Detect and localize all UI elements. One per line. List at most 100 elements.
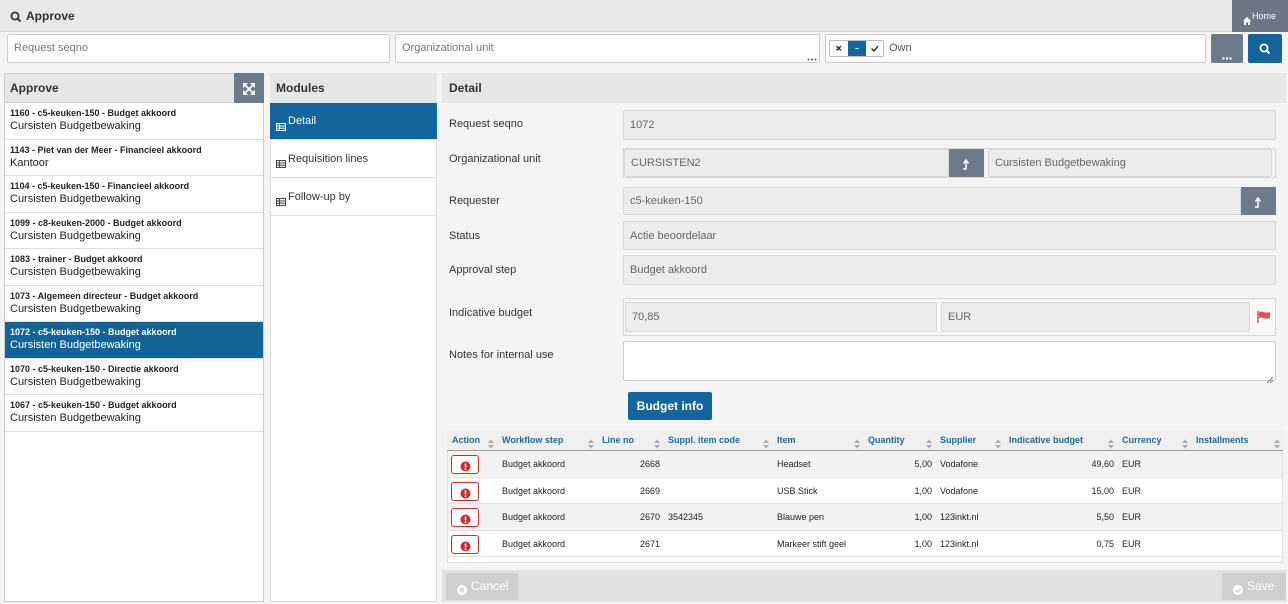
header-bar — [0, 0, 1288, 32]
module-label: Detail — [288, 115, 317, 127]
lookup-dots-svg — [807, 58, 817, 61]
more-button[interactable] — [1211, 34, 1243, 63]
column-header: Line no — [602, 435, 634, 445]
requester-field: c5-keuken-150 — [623, 187, 1241, 215]
cell: Budget akkoord — [502, 485, 566, 496]
warning-icon-svg — [460, 488, 471, 498]
item-title: 1104 - c5-keuken-150 - Financieel akkoor… — [10, 181, 190, 191]
notes-textarea[interactable] — [623, 341, 1276, 381]
module-label: Requisition lines — [288, 153, 369, 165]
modules-panel — [270, 73, 437, 602]
budget-info-button[interactable]: Budget info — [628, 392, 712, 420]
cancel-button[interactable]: Cancel — [446, 573, 518, 600]
column-header: Supplier — [940, 435, 977, 445]
sort-icon — [994, 436, 1002, 449]
expand-button[interactable] — [234, 73, 264, 103]
organizational-unit-input[interactable]: Organizational unit — [395, 34, 820, 63]
module-icon-svg — [276, 122, 286, 131]
own-filter: Own — [825, 34, 1206, 63]
save-button[interactable]: Save — [1222, 573, 1286, 600]
module-label: Follow-up by — [288, 191, 351, 203]
item-subtitle: Cursisten Budgetbewaking — [10, 266, 141, 278]
sort-icon — [1181, 436, 1189, 449]
sort-icon — [1107, 436, 1115, 449]
cell: 123inkt.nl — [940, 512, 979, 522]
field-label: Status — [449, 230, 481, 242]
cell: 1,00 — [914, 485, 932, 496]
module-icon-svg — [276, 160, 286, 168]
item-title: 1143 - Piet van der Meer - Financieel ak… — [10, 144, 202, 155]
approve-list-item[interactable]: 1072 - c5-keuken-150 - Budget akkoord Cur… — [5, 322, 263, 359]
lookup-icon — [1254, 195, 1262, 208]
toggle-any — [848, 41, 866, 56]
status-field: Actie beoordelaar — [623, 221, 1276, 250]
cancel-icon — [457, 582, 467, 595]
approve-list-item[interactable]: 1160 - c5-keuken-150 - Budget akkoord Cur… — [5, 103, 263, 140]
action-button[interactable] — [451, 534, 479, 554]
resize-grip — [1266, 371, 1274, 384]
action-button[interactable] — [451, 455, 479, 474]
toggle-group[interactable] — [829, 40, 884, 57]
approve-list-item[interactable]: 1143 - Piet van der Meer - Financieel ak… — [5, 139, 263, 176]
module-icon — [276, 155, 286, 168]
item-subtitle: Cursisten Budgetbewaking — [10, 120, 141, 132]
cell: 15,00 — [1091, 485, 1114, 496]
action-button[interactable] — [451, 481, 479, 501]
action-button[interactable] — [451, 508, 479, 527]
sort-icon — [1273, 436, 1281, 449]
request-seqno-input[interactable]: Request seqno — [7, 34, 390, 63]
approve-list-item[interactable]: 1099 - c8-keuken-2000 - Budget akkoord Cu… — [5, 212, 263, 249]
modules-panel-header — [270, 73, 437, 103]
approve-list-item[interactable]: 1073 - Algemeen directeur - Budget akkoo… — [5, 285, 263, 322]
sort-icon — [487, 436, 495, 449]
column-header: Installments — [1196, 435, 1249, 445]
page-title: Approve — [26, 9, 75, 23]
toggle-yes-svg — [870, 45, 879, 53]
toggle-yes — [866, 41, 884, 56]
approve-panel-title: Approve — [10, 81, 59, 95]
toggle-no — [830, 41, 848, 56]
item-subtitle: Cursisten Budgetbewaking — [10, 339, 141, 351]
cell: Vodafone — [940, 459, 979, 469]
approve-list-item[interactable]: 1067 - c5-keuken-150 - Budget akkoord Cur… — [5, 395, 263, 432]
sort-icon-svg — [854, 439, 860, 449]
save-icon-svg — [1233, 585, 1243, 595]
sort-icon-svg — [588, 439, 594, 449]
module-item[interactable]: Requisition lines — [270, 140, 437, 178]
placeholder: Organizational unit — [402, 42, 494, 54]
home-button[interactable]: Home — [1232, 0, 1288, 32]
home-icon-svg — [1243, 17, 1251, 25]
table-row — [448, 504, 1282, 531]
own-label: Own — [889, 42, 912, 54]
org-unit-lookup[interactable] — [949, 149, 984, 177]
column-header: Quantity — [868, 435, 905, 445]
cell: 0,75 — [1096, 538, 1114, 549]
search-icon — [10, 10, 22, 23]
item-subtitle: Cursisten Budgetbewaking — [10, 229, 141, 242]
approve-list-item[interactable]: 1083 - trainer - Budget akkoord Cursisten… — [5, 249, 263, 286]
org-unit-group — [623, 148, 1276, 178]
cell: EUR — [1122, 485, 1142, 496]
cell: 49,60 — [1091, 459, 1114, 469]
modules-title: Modules — [276, 81, 325, 95]
sort-icon — [925, 436, 933, 449]
search-button[interactable] — [1248, 34, 1282, 63]
more-icon — [1222, 47, 1232, 60]
sort-icon — [762, 436, 770, 449]
cell: Blauwe pen — [777, 512, 825, 522]
module-item[interactable]: Detail — [270, 103, 437, 140]
module-item[interactable]: Follow-up by — [270, 178, 437, 216]
sort-icon — [853, 436, 861, 449]
field-label: Notes for internal use — [449, 349, 554, 361]
approve-list-item[interactable]: 1104 - c5-keuken-150 - Financieel akkoor… — [5, 176, 263, 213]
cell: EUR — [1122, 512, 1142, 522]
requester-lookup[interactable] — [1241, 187, 1276, 215]
cell: Markeer stift geel — [777, 538, 847, 549]
table-row — [448, 451, 1282, 478]
cell: Budget akkoord — [502, 538, 566, 549]
sort-icon-svg — [926, 439, 932, 449]
cell: 2668 — [639, 459, 660, 469]
approve-list-item[interactable]: 1070 - c5-keuken-150 - Directie akkoord C… — [5, 358, 263, 395]
warning-icon-svg — [460, 461, 471, 472]
